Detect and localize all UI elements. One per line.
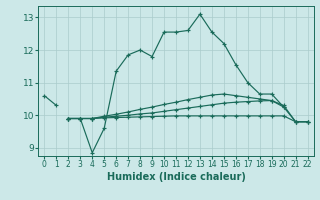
X-axis label: Humidex (Indice chaleur): Humidex (Indice chaleur)	[107, 172, 245, 182]
